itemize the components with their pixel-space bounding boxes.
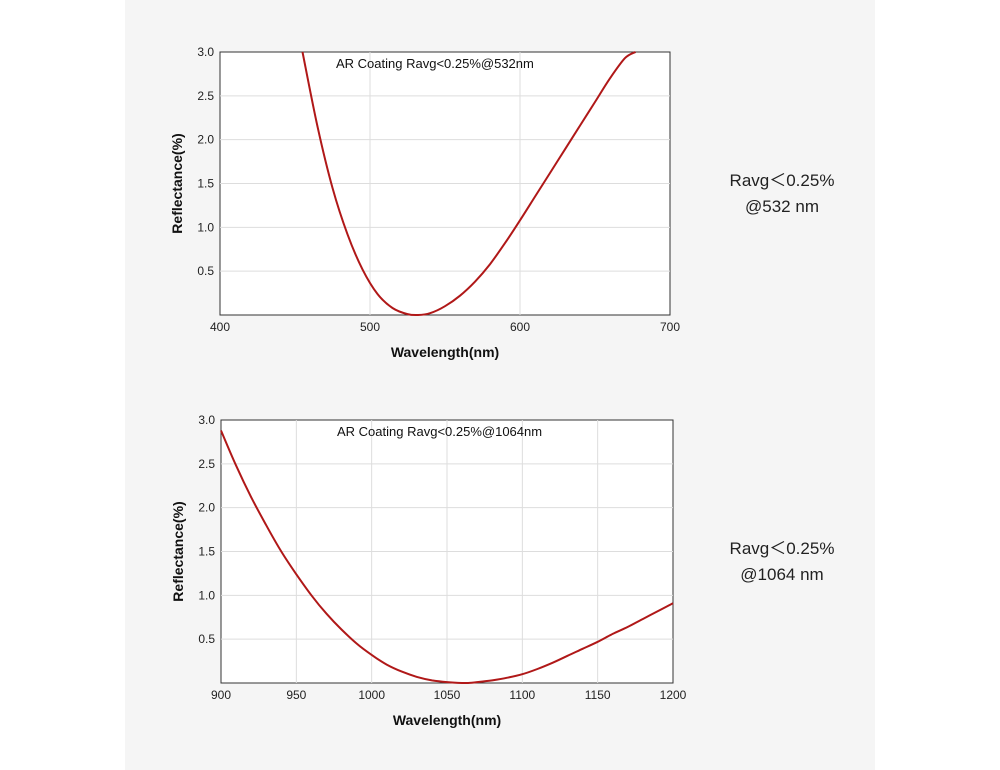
- x-tick-label: 1050: [434, 688, 461, 702]
- y-axis-ticks: 0.5 1.0 1.5 2.0 2.5 3.0: [197, 45, 214, 278]
- x-tick-label: 400: [210, 320, 230, 334]
- x-tick-label: 950: [286, 688, 306, 702]
- spec-note-532: Ravg＜0.25% @532 nm: [682, 168, 882, 220]
- x-tick-label: 700: [660, 320, 680, 334]
- spec-note-line: @1064 nm: [740, 565, 824, 584]
- y-tick-label: 1.0: [198, 588, 215, 602]
- x-axis-label: Wavelength(nm): [391, 344, 499, 360]
- x-tick-label: 1150: [585, 688, 611, 702]
- y-tick-label: 2.5: [198, 457, 215, 471]
- y-axis-label: Reflectance(%): [169, 133, 185, 233]
- x-tick-label: 900: [211, 688, 231, 702]
- spec-note-line: Ravg＜0.25%: [729, 539, 835, 558]
- x-axis-label: Wavelength(nm): [393, 712, 501, 728]
- y-tick-label: 3.0: [198, 413, 215, 427]
- x-tick-label: 1200: [660, 688, 687, 702]
- chart-1064nm: 0.5 1.0 1.5 2.0 2.5 3.0 900 950 1000 1050 1100 115…: [170, 413, 687, 728]
- grid: [220, 52, 670, 315]
- x-tick-label: 500: [360, 320, 380, 334]
- y-tick-label: 0.5: [197, 264, 214, 278]
- spec-note-line: Ravg＜0.25%: [729, 171, 835, 190]
- spec-note-line: @532 nm: [745, 197, 819, 216]
- y-tick-label: 2.0: [198, 501, 215, 515]
- chart-532nm: 0.5 1.0 1.5 2.0 2.5 3.0 400 500 600 700 AR Coati…: [169, 45, 680, 360]
- x-tick-label: 1100: [509, 688, 535, 702]
- y-axis-ticks: 0.5 1.0 1.5 2.0 2.5 3.0: [198, 413, 215, 646]
- grid: [221, 420, 673, 683]
- x-tick-label: 1000: [358, 688, 385, 702]
- y-tick-label: 0.5: [198, 632, 215, 646]
- y-tick-label: 2.5: [197, 89, 214, 103]
- x-axis-ticks: 400 500 600 700: [210, 320, 680, 334]
- chart-title: AR Coating Ravg<0.25%@532nm: [336, 56, 534, 71]
- y-tick-label: 1.0: [197, 220, 214, 234]
- y-tick-label: 1.5: [198, 545, 215, 559]
- reflectance-curve: [220, 430, 674, 685]
- y-axis-label: Reflectance(%): [170, 501, 186, 601]
- x-axis-ticks: 900 950 1000 1050 1100 1150 1200: [211, 688, 687, 702]
- y-tick-label: 3.0: [197, 45, 214, 59]
- reflectance-curve: [301, 51, 637, 317]
- y-tick-label: 1.5: [197, 177, 214, 191]
- spec-note-1064: Ravg＜0.25% @1064 nm: [682, 536, 882, 588]
- y-tick-label: 2.0: [197, 133, 214, 147]
- chart-title: AR Coating Ravg<0.25%@1064nm: [337, 424, 542, 439]
- x-tick-label: 600: [510, 320, 530, 334]
